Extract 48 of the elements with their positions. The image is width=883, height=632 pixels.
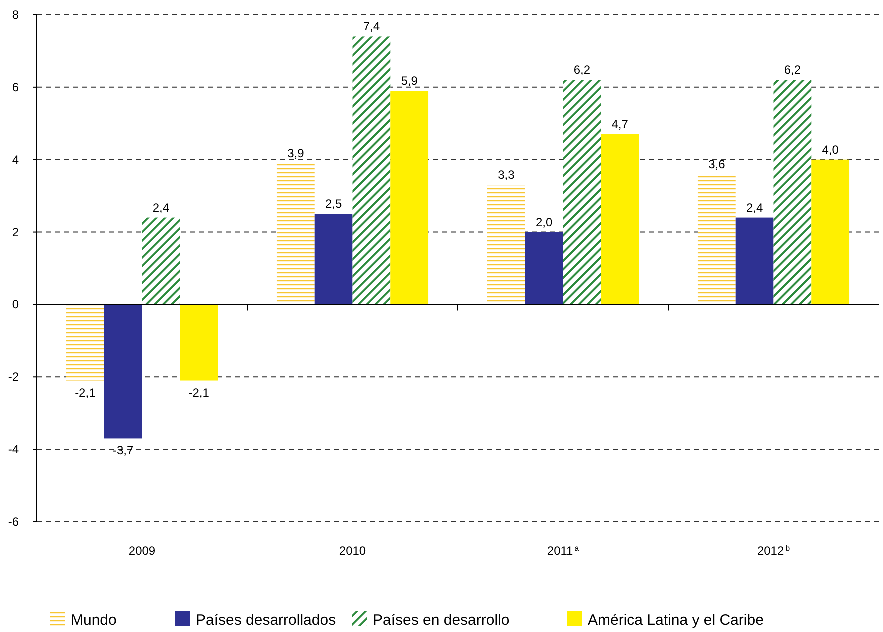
y-tick-label: 6 — [12, 80, 20, 94]
bar — [276, 163, 315, 305]
legend-label: Países en desarrollo — [373, 612, 510, 629]
y-tick-label: 2 — [12, 225, 20, 240]
data-label: 3,3 — [498, 168, 516, 182]
bar — [180, 304, 218, 381]
data-label: 2,5 — [325, 197, 342, 212]
data-label: 4,7 — [612, 118, 629, 132]
bar — [390, 91, 429, 305]
x-tick-label: 2009 — [128, 544, 156, 558]
y-tick-label: 0 — [12, 298, 20, 312]
data-label: 6,2 — [784, 63, 802, 78]
x-tick-label: 2012$^{b}$ — [757, 544, 791, 558]
y-tick-label: 4 — [12, 152, 20, 167]
data-label: 2,4 — [152, 200, 170, 215]
data-label: 5,9 — [401, 74, 418, 88]
bar — [66, 304, 104, 381]
bar — [812, 160, 850, 305]
x-tick-label: 2011$^{a}$ — [547, 544, 580, 558]
y-tick-label: 8 — [12, 8, 20, 22]
data-label: 2,0 — [536, 215, 553, 230]
y-tick-label: -4 — [8, 442, 20, 457]
legend-label: Mundo — [71, 612, 117, 629]
bar — [352, 36, 391, 305]
data-label: 6,2 — [574, 63, 591, 78]
data-label: 4,0 — [822, 142, 840, 157]
bar — [736, 218, 774, 305]
bar — [698, 174, 736, 305]
bar — [487, 185, 526, 305]
bar — [142, 218, 180, 305]
bar — [563, 80, 602, 305]
bar — [525, 232, 564, 305]
bar — [104, 304, 142, 439]
legend-label: Países desarrollados — [196, 612, 336, 629]
data-label: 7,4 — [363, 20, 380, 34]
data-label: 3,9 — [288, 146, 305, 160]
y-tick-label: -6 — [8, 515, 20, 529]
bar — [601, 134, 640, 305]
legend-label: América Latina y el Caribe — [588, 612, 764, 629]
bar — [774, 80, 812, 305]
data-label: -2,1 — [188, 386, 210, 400]
data-label: -3,7 — [112, 444, 134, 458]
bar — [314, 214, 353, 305]
y-tick-label: -2 — [8, 370, 20, 384]
data-label: 2,4 — [746, 200, 764, 215]
data-label: -2,1 — [75, 386, 96, 400]
data-label: 3,6 — [708, 157, 726, 172]
x-tick-label: 2010 — [339, 544, 366, 558]
